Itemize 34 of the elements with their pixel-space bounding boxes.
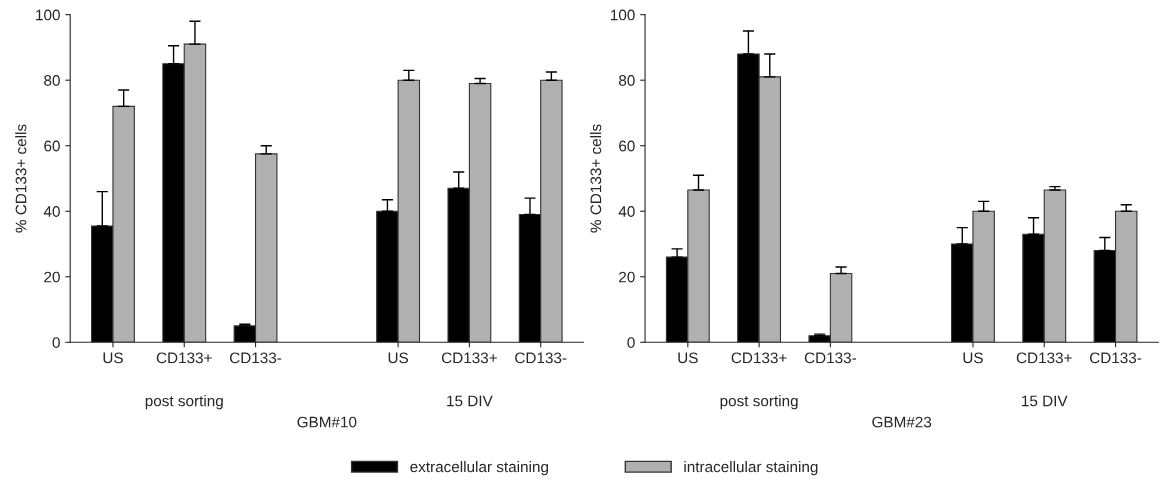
y-tick-label: 0 [627, 337, 635, 348]
x-axis-title: GBM#10 [297, 416, 357, 428]
text: 15 DIV [1022, 395, 1068, 407]
x-tick-label: CD133+ [1016, 352, 1072, 364]
legend-label: intracellular staining [684, 461, 818, 476]
x-tick-label: US [388, 352, 409, 364]
x-tick-label: US [103, 352, 123, 364]
x-tick-label: CD133- [515, 352, 567, 364]
x-tick-label: CD133- [1089, 352, 1142, 364]
x-tick-label: CD133- [230, 352, 282, 364]
x-tick-label: US [963, 352, 983, 364]
y-tick-label: 40 [43, 206, 60, 217]
y-tick-label: 80 [618, 75, 635, 86]
legend-label: extracellular staining [410, 461, 548, 476]
x-tick-label: CD133+ [441, 352, 497, 364]
y-tick-label: 40 [618, 206, 635, 217]
y-tick-label: 100 [36, 9, 60, 21]
text: post sorting [145, 395, 223, 410]
x-tick-label: CD133- [804, 352, 857, 364]
y-axis-title: % CD133+ cells [590, 124, 602, 233]
x-tick-label: CD133+ [731, 352, 787, 364]
y-tick-label: 60 [619, 140, 635, 152]
x-tick-label: CD133+ [156, 352, 212, 364]
x-tick-label: US [678, 352, 698, 364]
y-tick-label: 80 [44, 75, 60, 86]
y-tick-label: 60 [44, 140, 60, 152]
x-axis-title: GBM#23 [872, 416, 932, 428]
text: 15 DIV [447, 395, 493, 407]
y-tick-label: 100 [611, 9, 635, 21]
y-axis-title: % CD133+ cells [15, 124, 27, 233]
y-tick-label: 0 [52, 337, 60, 348]
y-tick-label: 20 [44, 271, 60, 283]
text: post sorting [720, 395, 798, 410]
y-tick-label: 20 [619, 271, 635, 283]
